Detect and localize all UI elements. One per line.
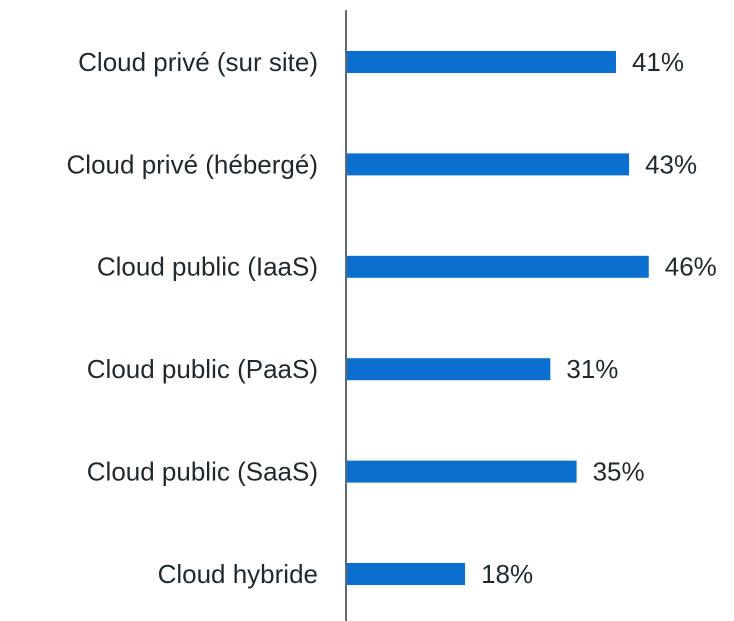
bar: [347, 255, 649, 278]
value-label: 46%: [665, 252, 717, 282]
bar: [347, 460, 577, 483]
bar: [347, 563, 466, 585]
value-label: 43%: [645, 149, 697, 179]
category-label: Cloud public (SaaS): [87, 456, 318, 486]
category-label: Cloud public (IaaS): [97, 252, 318, 282]
bar: [347, 358, 551, 381]
value-label: 41%: [632, 47, 684, 77]
category-label: Cloud hybride: [158, 559, 318, 589]
category-label: Cloud privé (hébergé): [67, 149, 318, 179]
value-label: 31%: [566, 354, 618, 384]
category-label: Cloud public (PaaS): [87, 354, 318, 384]
bar: [347, 51, 616, 73]
bar: [347, 153, 630, 176]
category-label: Cloud privé (sur site): [78, 47, 318, 77]
value-label: 18%: [481, 559, 533, 589]
value-label: 35%: [593, 456, 645, 486]
